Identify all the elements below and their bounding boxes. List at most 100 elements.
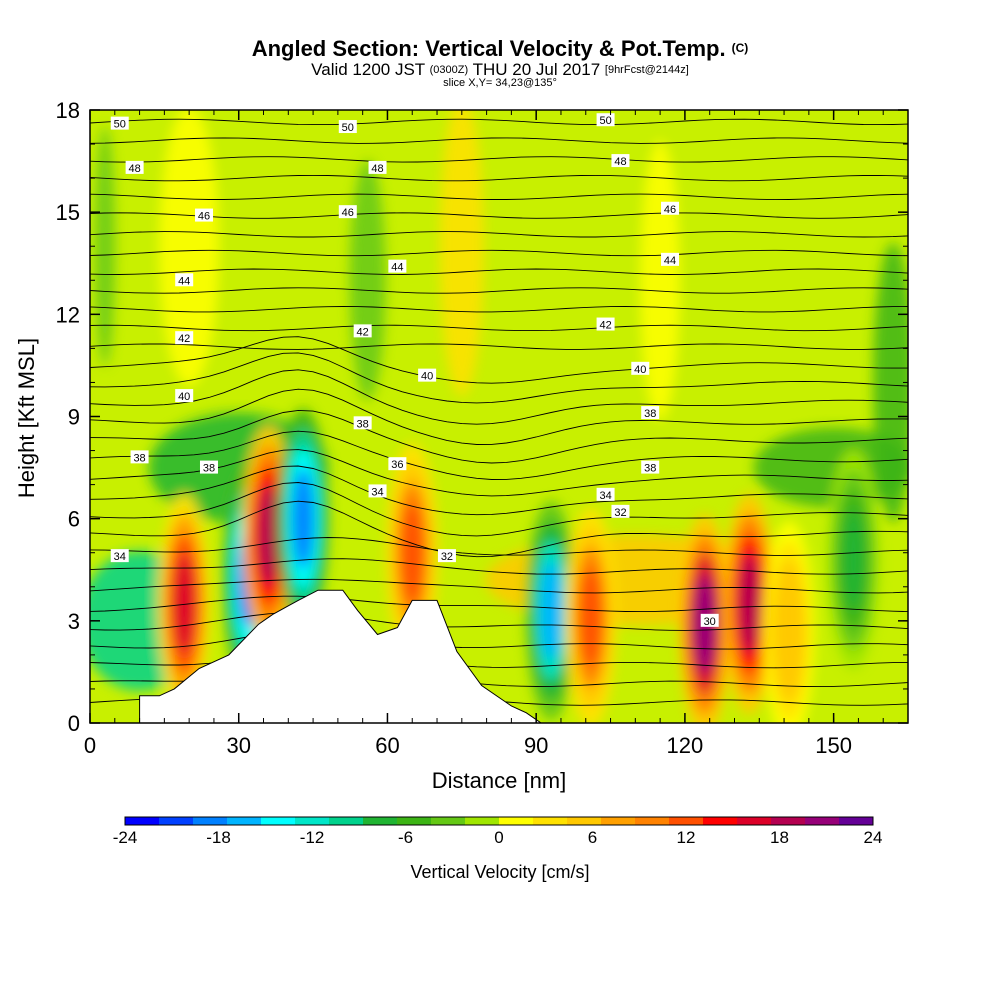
velocity-cell: [778, 581, 801, 682]
pot-temp-contour: [90, 578, 908, 594]
colorbar-swatch: [295, 817, 330, 825]
contour-label: 50: [596, 113, 615, 127]
y-tick-label: 9: [68, 405, 80, 430]
contour-label: 34: [110, 549, 129, 563]
valid-utc: (0300Z): [429, 64, 469, 76]
y-tick-label: 12: [56, 302, 80, 327]
colorbar-swatch: [329, 817, 364, 825]
pot-temp-contour: [90, 595, 908, 613]
colorbar-swatch: [499, 817, 534, 825]
pot-temp-contour: [90, 268, 908, 275]
contour-label: 46: [661, 201, 680, 216]
x-axis-label: Distance [nm]: [432, 768, 567, 793]
contour-label-text: 32: [441, 551, 453, 563]
velocity-cell: [842, 509, 865, 610]
colorbar-swatch: [397, 817, 432, 825]
contour-label: 38: [641, 406, 660, 420]
velocity-band: [439, 110, 484, 397]
pot-temp-contour: [90, 629, 908, 650]
y-tick-label: 0: [68, 711, 80, 736]
pot-temp-contour: [90, 465, 908, 516]
pot-temp-contour: [90, 193, 908, 201]
colorbar-swatch: [567, 817, 602, 825]
contour-label-text: 44: [664, 255, 676, 267]
contour-label: 38: [641, 460, 660, 475]
x-tick-label: 0: [84, 733, 96, 758]
y-axis-label: Height [Kft MSL]: [14, 338, 39, 498]
valid-date: THU 20 Jul 2017: [472, 60, 601, 79]
contour-label: 48: [368, 160, 387, 175]
colorbar-tick-label: -18: [206, 828, 231, 847]
pot-temp-contour: [90, 352, 908, 404]
x-tick-label: 150: [815, 733, 852, 758]
colorbar-tick-label: 0: [494, 828, 503, 847]
colorbar-swatch: [125, 817, 160, 825]
colorbar-swatch: [771, 817, 806, 825]
pot-temp-contour: [90, 324, 908, 332]
velocity-cell: [579, 567, 602, 668]
velocity-band: [159, 110, 220, 387]
colorbar-label: Vertical Velocity [cm/s]: [410, 862, 590, 882]
velocity-band: [349, 160, 386, 401]
contour-label: 44: [175, 273, 194, 287]
y-tick-label: 3: [68, 609, 80, 634]
contour-label-text: 38: [644, 463, 656, 475]
contour-label-text: 44: [391, 262, 403, 274]
colorbar-swatch: [805, 817, 840, 825]
contour-label-text: 42: [357, 326, 369, 338]
pot-temp-contour: [90, 500, 908, 558]
contour-label-text: 50: [114, 119, 126, 131]
colorbar-swatch: [193, 817, 228, 825]
x-tick-label: 120: [667, 733, 704, 758]
contour-label-text: 34: [114, 551, 126, 563]
contour-label-text: 34: [599, 490, 611, 502]
colorbar-tick-label: 12: [677, 828, 696, 847]
contour-label-text: 50: [342, 122, 354, 134]
contour-label: 38: [353, 416, 372, 430]
pot-temp-contour: [90, 174, 908, 182]
contour-label-text: 34: [371, 486, 383, 498]
pot-temp-contour: [90, 156, 908, 163]
pot-temp-contour: [90, 612, 908, 631]
velocity-cell: [540, 560, 563, 661]
slice-info: slice X,Y= 34,23@135°: [0, 77, 1000, 89]
colorbar-swatch: [703, 817, 738, 825]
contour-label: 46: [338, 205, 357, 219]
contour-label-text: 46: [198, 211, 210, 223]
pot-temp-contour: [90, 558, 908, 575]
contour-label: 40: [631, 361, 650, 376]
contour-label-text: 50: [599, 115, 611, 127]
pot-temp-contour: [90, 287, 908, 294]
pot-temp-contour: [90, 137, 908, 144]
pot-temp-contour: [90, 449, 908, 497]
colorbar-tick-label: -6: [398, 828, 413, 847]
contour-label-text: 48: [128, 163, 140, 175]
pot-temp-contour: [90, 537, 908, 556]
forecast-info: [9hrFcst@2144z]: [604, 64, 689, 76]
y-tick-label: 15: [56, 200, 80, 225]
terrain: [139, 589, 542, 723]
colorbar: -24 -18 -12 -6 0 6 12 18 24: [113, 816, 882, 847]
chart-title-text: Angled Section: Vertical Velocity & Pot.…: [251, 36, 726, 61]
colorbar-swatch: [431, 817, 466, 825]
contour-label: 44: [388, 259, 407, 274]
colorbar-swatch: [669, 817, 704, 825]
colorbar-swatch: [227, 817, 262, 825]
colorbar-tick-label: 6: [588, 828, 597, 847]
contour-label: 44: [661, 252, 680, 267]
contour-label-text: 48: [614, 156, 626, 168]
pot-temp-contour: [90, 212, 908, 219]
pot-temp-contour: [90, 306, 908, 313]
contour-label: 42: [353, 324, 372, 338]
contour-label: 34: [368, 484, 387, 498]
contour-label-text: 40: [634, 364, 646, 376]
pot-temp-contour: [90, 482, 908, 537]
contour-label: 32: [611, 504, 630, 519]
contour-label-text: 30: [704, 616, 716, 628]
contour-label: 38: [199, 460, 218, 475]
contour-label: 42: [596, 317, 615, 332]
chart-title-unit: (C): [731, 41, 749, 55]
pot-temp-contour: [90, 388, 908, 445]
colorbar-swatch: [839, 817, 874, 825]
contour-label: 32: [437, 549, 456, 563]
